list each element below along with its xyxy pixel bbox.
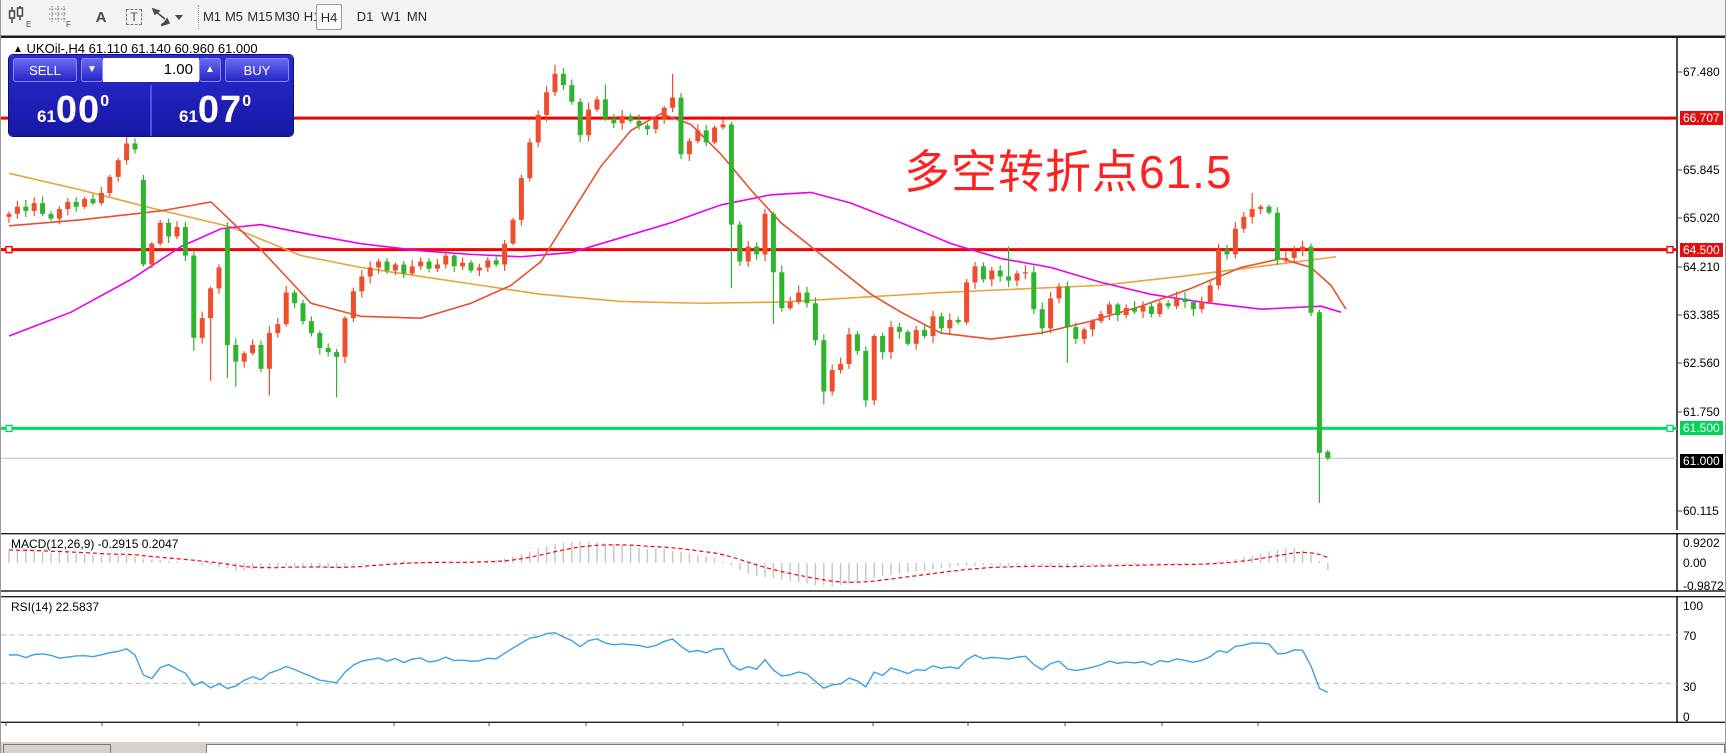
price-tick-badge: 61.500 xyxy=(1680,421,1723,435)
indicator-tick: 100 xyxy=(1683,599,1704,613)
indicator-tick: -0.9872 xyxy=(1683,579,1724,593)
status-cell[interactable] xyxy=(3,744,111,753)
ma-orangered xyxy=(8,112,1347,340)
symbol-name: UKOil-,H4 xyxy=(26,41,86,56)
price-tick: 62.560 xyxy=(1683,356,1720,370)
grid-icon[interactable]: F xyxy=(47,4,81,30)
price-tick: 65.020 xyxy=(1683,211,1720,225)
price-tick: 60.115 xyxy=(1683,504,1719,518)
timeframe-M5[interactable]: M5 xyxy=(224,9,244,24)
timeframe-D1[interactable]: D1 xyxy=(356,9,374,24)
price-tick: 64.210 xyxy=(1683,260,1720,274)
chart-window: ▲ UKOil-,H4 61.110 61.140 60.960 61.000 … xyxy=(1,38,1726,742)
chart-annotation: 多空转折点61.5 xyxy=(904,146,1233,198)
timeframe-M15[interactable]: M15 xyxy=(247,9,273,24)
symbol-arrow-icon[interactable]: ▲ xyxy=(13,44,23,55)
price-tick: 63.385 xyxy=(1683,308,1720,322)
status-cell[interactable] xyxy=(206,744,1725,753)
trade-panel-divider xyxy=(150,85,152,136)
indicator-tick: 0.00 xyxy=(1683,556,1707,570)
toolbar: E F A T M1 M5 M15 M30 H1 H4 D1 W1 xyxy=(1,0,1725,38)
symbol-ohlc: 61.110 61.140 60.960 61.000 xyxy=(88,41,258,56)
timeframe-M30[interactable]: M30 xyxy=(274,9,300,24)
indicator-tick: 70 xyxy=(1683,629,1697,643)
timeframe-M1[interactable]: M1 xyxy=(202,9,222,24)
indicators-icon[interactable]: E xyxy=(7,4,41,30)
indicator-tick: 0 xyxy=(1683,710,1690,724)
indicator-tick: 30 xyxy=(1683,680,1697,694)
text-label-icon[interactable]: A xyxy=(95,8,107,26)
status-strip xyxy=(1,742,1725,753)
timeframe-H4[interactable]: H4 xyxy=(316,4,342,30)
timeframe-MN[interactable]: MN xyxy=(406,9,428,24)
volume-up-button[interactable]: ▲ xyxy=(199,58,221,82)
svg-text:E: E xyxy=(26,20,31,29)
toolbar-separator xyxy=(198,5,199,29)
volume-down-button[interactable]: ▼ xyxy=(81,58,103,82)
price-tick-badge: 66.707 xyxy=(1680,111,1723,125)
price-tick-badge: 64.500 xyxy=(1680,243,1723,257)
macd-panel[interactable] xyxy=(1,533,1726,592)
price-tick: 61.750 xyxy=(1683,405,1720,419)
sell-button[interactable]: SELL xyxy=(13,58,77,82)
price-chart[interactable] xyxy=(1,38,1726,530)
macd-label: MACD(12,26,9) -0.2915 0.2047 xyxy=(11,537,179,551)
ma-magenta xyxy=(8,191,1342,337)
timeframe-W1[interactable]: W1 xyxy=(381,9,401,24)
price-tick: 67.480 xyxy=(1683,65,1720,79)
price-tick: 65.845 xyxy=(1683,163,1720,177)
indicator-tick: 0.9202 xyxy=(1683,536,1720,550)
svg-text:F: F xyxy=(66,20,71,29)
rsi-line xyxy=(8,632,1329,694)
trade-panel: SELL ▼ 1.00 ▲ BUY 61000 61070 xyxy=(9,55,293,136)
buy-price[interactable]: 61070 xyxy=(179,89,252,131)
time-axis-ticks xyxy=(5,723,1259,726)
price-tick-badge: 61.000 xyxy=(1680,454,1723,468)
sell-price[interactable]: 61000 xyxy=(37,89,110,131)
rsi-label: RSI(14) 22.5837 xyxy=(11,600,100,614)
text-box-icon[interactable]: T xyxy=(119,4,149,30)
macd-signal-line xyxy=(8,544,1329,583)
buy-button[interactable]: BUY xyxy=(225,58,289,82)
volume-input[interactable]: 1.00 xyxy=(103,58,199,82)
rsi-panel[interactable] xyxy=(1,596,1726,723)
drawing-tools-icon[interactable] xyxy=(151,4,195,30)
symbol-header: ▲ UKOil-,H4 61.110 61.140 60.960 61.000 xyxy=(13,41,258,56)
